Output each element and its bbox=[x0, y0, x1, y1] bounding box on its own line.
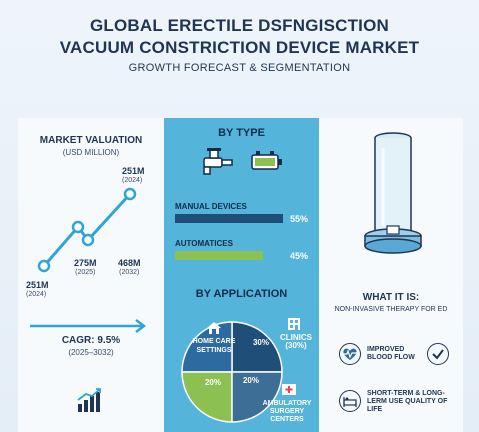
cagr-value: CAGR: 9.5% bbox=[61, 335, 121, 346]
pie-label-bottom-right: 20% bbox=[242, 376, 259, 385]
home-care-label: HOME CARE SETTINGS bbox=[192, 338, 236, 354]
market-valuation-unit: (USD MILLION) bbox=[62, 148, 120, 157]
clinics-label: CLINICS (30%) bbox=[280, 333, 312, 350]
valuation-line-chart bbox=[37, 187, 137, 273]
title-line-1: GLOBAL ERECTILE DSFNGISCTION bbox=[89, 16, 390, 35]
valuation-label-2025: 275M (2025) bbox=[74, 258, 97, 276]
valuation-line bbox=[42, 192, 132, 268]
battery-icon bbox=[251, 151, 282, 170]
pie-label-bottom-left: 20% bbox=[204, 378, 221, 387]
heart-pulse-icon bbox=[339, 343, 361, 365]
benefit-short-long-term: SHORT-TERM & LONG-LERM USE QUALITY OF LI… bbox=[367, 390, 448, 413]
pie-slice-green bbox=[181, 371, 233, 423]
ambulatory-label: AMBULATORY SURGERY CENTERS bbox=[262, 400, 312, 423]
checkmark-icon bbox=[427, 343, 449, 365]
automatic-devices-bar bbox=[175, 251, 263, 260]
valuation-point-3 bbox=[81, 233, 95, 247]
market-valuation-title: MARKET VALUATION bbox=[39, 135, 143, 146]
by-application-title: BY APPLICATION bbox=[195, 288, 288, 300]
application-pie bbox=[181, 321, 283, 423]
manual-devices-pct: 55% bbox=[289, 214, 308, 224]
what-it-is-description: NON-INVASIVE THERAPY FOR ED bbox=[334, 306, 448, 313]
house-icon bbox=[207, 322, 221, 334]
what-it-is-title: WHAT IT IS: bbox=[362, 292, 420, 303]
segmentation-panel: BY TYPE MANUAL DEVICES 55% AUTOMATICES 4… bbox=[164, 118, 319, 432]
market-valuation-panel: MARKET VALUATION (USD MILLION) 251M (202… bbox=[18, 118, 164, 432]
valuation-label-top: 251M (2024) bbox=[122, 166, 145, 184]
pie-slice-home-care bbox=[181, 321, 233, 373]
valuation-label-2032: 468M (2032) bbox=[118, 258, 141, 276]
valuation-label-2024: 251M (2024) bbox=[26, 280, 49, 298]
benefit-improved-blood-flow: IMPROVED BLOOD FLOW bbox=[367, 346, 415, 361]
hospital-icon bbox=[282, 384, 296, 395]
pie-label-top-right: 30% bbox=[252, 338, 269, 347]
valuation-point-2 bbox=[71, 220, 85, 234]
pie-slice-ambulatory bbox=[231, 371, 283, 423]
vacuum-cylinder-illustration bbox=[364, 132, 422, 254]
title-line-2: VACUUM CONSTRICTION DEVICE MARKET bbox=[59, 38, 420, 57]
valuation-point-1 bbox=[37, 259, 51, 273]
clinic-building-icon bbox=[288, 318, 300, 330]
what-it-is-panel: WHAT IT IS: NON-INVASIVE THERAPY FOR ED … bbox=[319, 118, 463, 432]
automatic-devices-pct: 45% bbox=[289, 251, 308, 261]
subtitle: GROWTH FORECAST & SEGMENTATION bbox=[128, 62, 351, 74]
bed-icon bbox=[339, 390, 361, 412]
automatic-devices-label: AUTOMATICES bbox=[175, 239, 233, 248]
manual-devices-label: MANUAL DEVICES bbox=[175, 202, 247, 211]
manual-devices-bar bbox=[175, 214, 283, 223]
valuation-point-4 bbox=[123, 187, 137, 201]
header: GLOBAL ERECTILE DSFNGISCTION VACUUM CONS… bbox=[0, 0, 479, 100]
pie-slice-clinics bbox=[231, 321, 283, 373]
cagr-period: (2025–3032) bbox=[68, 348, 114, 357]
by-type-title: BY TYPE bbox=[218, 127, 265, 139]
faucet-icon bbox=[203, 148, 233, 175]
bar-growth-icon bbox=[77, 388, 101, 412]
cagr-arrow bbox=[30, 319, 147, 333]
